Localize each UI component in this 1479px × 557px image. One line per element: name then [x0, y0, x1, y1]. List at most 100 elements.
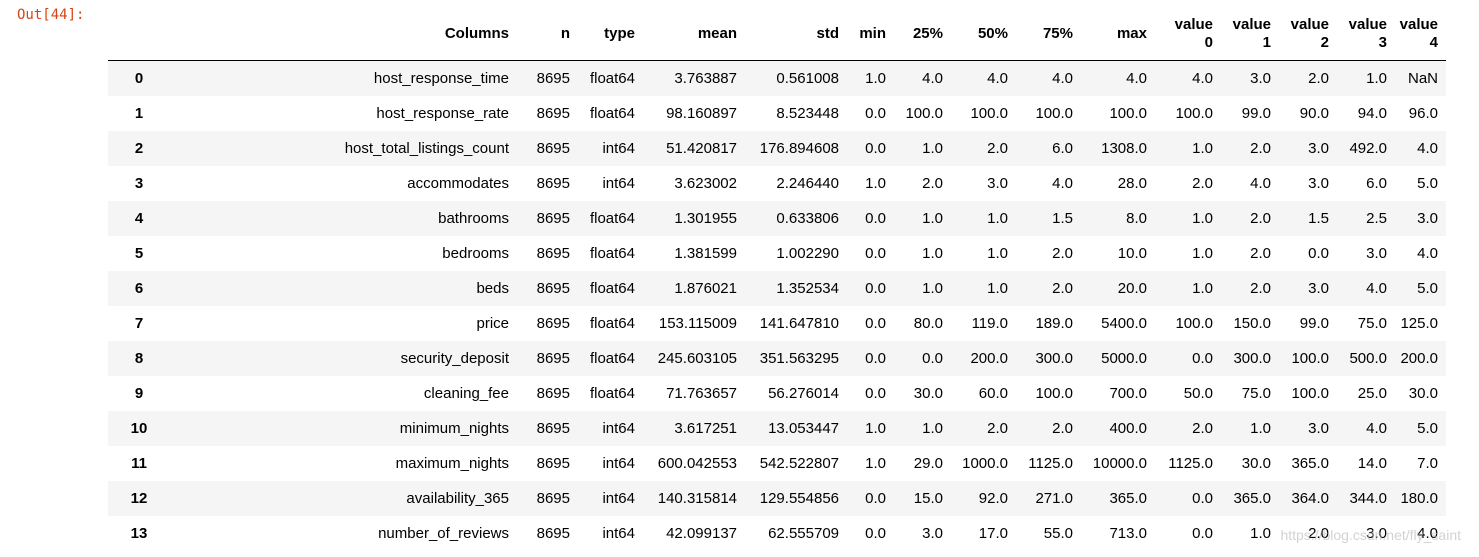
column-header-label: n: [560, 25, 570, 42]
table-cell: 1.0: [1192, 245, 1213, 262]
table-cell: 141.647810: [759, 315, 839, 332]
table-cell: 0.0: [865, 140, 886, 157]
table-cell: 62.555709: [768, 525, 839, 542]
table-cell: 200.0: [1400, 350, 1438, 367]
table-cell: 8695: [536, 175, 570, 192]
table-cell: 2.0: [1192, 420, 1213, 437]
table-cell: 2.0: [1250, 280, 1271, 297]
table-cell: 3.617251: [674, 420, 737, 437]
column-header-label: type: [604, 25, 635, 42]
table-cell: cleaning_fee: [423, 385, 509, 402]
table-row: 5 bedrooms 8695 float64 1.381599 1.002290 0.0 1…: [108, 236, 1446, 271]
table-cell: 2.0: [1250, 140, 1271, 157]
table-cell: 3.0: [1366, 525, 1387, 542]
table-cell: 5000.0: [1101, 350, 1147, 367]
column-header-label: value: [1348, 16, 1387, 33]
table-cell: 492.0: [1349, 140, 1387, 157]
table-cell: 1.0: [922, 280, 943, 297]
table-cell: 4.0: [1250, 175, 1271, 192]
column-header-sublabel: 0: [1204, 34, 1213, 51]
table-cell: 1.0: [1250, 420, 1271, 437]
table-cell: 1.0: [865, 70, 886, 87]
table-cell: 125.0: [1400, 315, 1438, 332]
table-row: 0 host_response_time 8695 float64 3.763887 0.…: [108, 60, 1446, 96]
table-cell: 2.0: [922, 175, 943, 192]
table-cell: 129.554856: [759, 490, 839, 507]
row-index: 0: [134, 70, 144, 87]
table-cell: 30.0: [913, 385, 943, 402]
table-row: 6 beds 8695 float64 1.876021 1.352534 0.0 1.0 1.…: [108, 271, 1446, 306]
table-row: 4 bathrooms 8695 float64 1.301955 0.633806 0.0…: [108, 201, 1446, 236]
table-cell: 0.561008: [776, 70, 839, 87]
table-cell: 3.0: [1417, 210, 1438, 227]
table-cell: beds: [476, 280, 509, 297]
column-header-label: 75%: [1042, 25, 1073, 42]
table-cell: 0.0: [865, 315, 886, 332]
table-cell: 1.002290: [776, 245, 839, 262]
column-header-label: Columns: [444, 25, 509, 42]
table-cell: 90.0: [1299, 105, 1329, 122]
table-row: 3 accommodates 8695 int64 3.623002 2.246440 1.…: [108, 166, 1446, 201]
table-cell: 0.0: [865, 245, 886, 262]
table-cell: 2.0: [1250, 210, 1271, 227]
table-cell: 20.0: [1117, 280, 1147, 297]
table-row: 8 security_deposit 8695 float64 245.603105 35…: [108, 341, 1446, 376]
column-header: max: [1081, 8, 1155, 61]
table-cell: 4.0: [1417, 245, 1438, 262]
table-row: 7 price 8695 float64 153.115009 141.647810 0.0…: [108, 306, 1446, 341]
table-cell: 1.0: [1192, 140, 1213, 157]
table-cell: 3.0: [1308, 280, 1329, 297]
column-header: Columns: [170, 8, 517, 61]
dataframe-output[interactable]: Columns n type mean std min 25% 50% 75% max value 0…: [108, 8, 1446, 551]
row-index: 4: [134, 210, 144, 227]
column-header: 50%: [951, 8, 1016, 61]
column-header-label: value: [1174, 16, 1213, 33]
table-cell: 4.0: [1417, 140, 1438, 157]
table-cell: 2.246440: [776, 175, 839, 192]
table-cell: 29.0: [913, 455, 943, 472]
table-cell: 1.0: [987, 280, 1008, 297]
table-cell: 1.0: [1250, 525, 1271, 542]
table-cell: 3.0: [1308, 420, 1329, 437]
table-cell: bathrooms: [438, 210, 509, 227]
table-cell: 365.0: [1109, 490, 1147, 507]
table-header: Columns n type mean std min 25% 50% 75% max value 0…: [108, 8, 1446, 61]
table-cell: 344.0: [1349, 490, 1387, 507]
table-cell: 542.522807: [759, 455, 839, 472]
table-cell: 6.0: [1366, 175, 1387, 192]
table-cell: 94.0: [1357, 105, 1387, 122]
table-cell: availability_365: [406, 490, 509, 507]
row-index: 3: [134, 175, 144, 192]
table-cell: 0.0: [865, 210, 886, 227]
table-cell: 2.5: [1366, 210, 1387, 227]
table-cell: 100.0: [1175, 105, 1213, 122]
table-cell: 713.0: [1109, 525, 1147, 542]
table-cell: 100.0: [1035, 105, 1073, 122]
column-header-label: min: [859, 25, 886, 42]
table-cell: 500.0: [1349, 350, 1387, 367]
column-header: mean: [643, 8, 745, 61]
column-header-sublabel: 3: [1378, 34, 1387, 51]
row-index: 8: [134, 350, 144, 367]
table-cell: 0.0: [922, 350, 943, 367]
table-row: 11 maximum_nights 8695 int64 600.042553 542.5…: [108, 446, 1446, 481]
table-cell: 300.0: [1035, 350, 1073, 367]
table-cell: 180.0: [1400, 490, 1438, 507]
table-cell: 8695: [536, 140, 570, 157]
row-index: 11: [131, 455, 147, 472]
table-cell: int64: [602, 175, 635, 192]
table-cell: 1.0: [865, 420, 886, 437]
table-cell: NaN: [1407, 70, 1438, 87]
table-cell: 400.0: [1109, 420, 1147, 437]
table-cell: 17.0: [978, 525, 1008, 542]
table-cell: 50.0: [1183, 385, 1213, 402]
table-cell: 0.0: [865, 385, 886, 402]
column-header: n: [517, 8, 578, 61]
table-cell: 300.0: [1233, 350, 1271, 367]
table-cell: 8695: [536, 70, 570, 87]
table-cell: 8695: [536, 420, 570, 437]
table-cell: 1.876021: [674, 280, 737, 297]
table-cell: 3.0: [1366, 245, 1387, 262]
column-header-label: 50%: [977, 25, 1008, 42]
